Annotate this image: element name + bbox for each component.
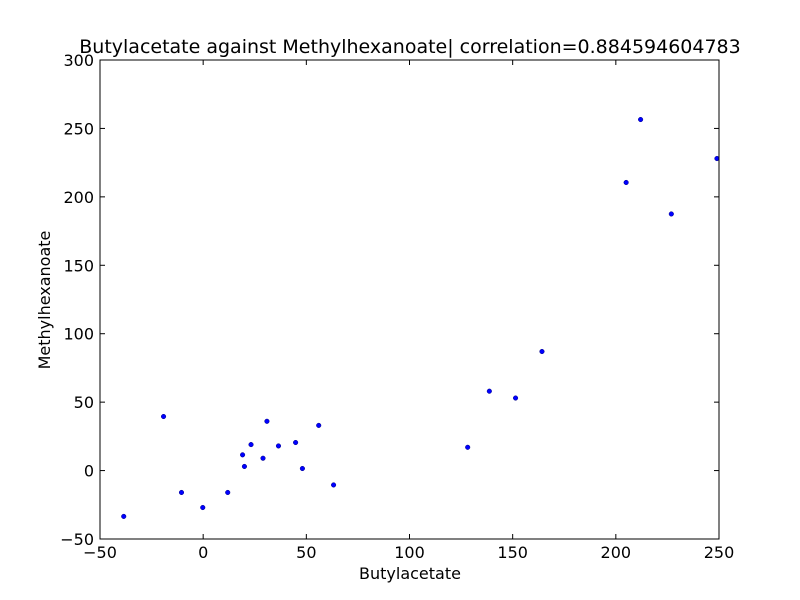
data-point-0-1 (161, 413, 167, 420)
data-point-0-2 (178, 489, 185, 496)
data-point-0-0 (121, 513, 127, 519)
data-point-0-9 (264, 418, 270, 424)
data-point-0-15 (465, 444, 471, 450)
data-point-0-14 (331, 482, 337, 488)
data-point-0-19 (623, 179, 629, 186)
data-point-0-8 (260, 455, 266, 461)
data-point-0-18 (539, 348, 545, 355)
x-tick-label-5: 200 (601, 543, 632, 562)
data-point-0-12 (299, 465, 305, 472)
plot-frame (99, 59, 720, 540)
y-axis-label: Methylhexanoate (35, 231, 54, 370)
data-point-0-13 (316, 422, 322, 428)
data-point-0-7 (248, 442, 254, 448)
data-point-0-10 (275, 443, 282, 449)
data-point-0-20 (638, 116, 644, 123)
x-tick-label-6: 250 (704, 543, 735, 562)
data-point-0-17 (513, 395, 519, 401)
data-point-0-16 (486, 388, 492, 394)
data-point-0-11 (293, 439, 299, 446)
data-point-0-3 (200, 504, 206, 511)
data-point-0-5 (240, 452, 246, 458)
data-point-0-21 (668, 211, 674, 217)
x-tick-label-0: −50 (83, 543, 117, 562)
x-axis-ticks: −50 0 50 100 150 200 250 (83, 60, 734, 562)
y-tick-label-3: 100 (63, 325, 94, 344)
x-tick-label-1: 0 (198, 543, 208, 562)
data-point-0-4 (225, 489, 231, 496)
y-tick-label-0: −50 (60, 530, 94, 549)
y-tick-label-7: 300 (63, 51, 94, 70)
y-tick-label-1: 0 (84, 462, 94, 481)
y-axis-ticks: −50 0 50 100 150 200 250 300 (60, 51, 719, 549)
y-tick-label-5: 200 (63, 188, 94, 207)
x-tick-label-2: 50 (296, 543, 316, 562)
x-tick-label-3: 100 (394, 543, 425, 562)
x-axis-label: Butylacetate (359, 564, 461, 583)
y-tick-label-6: 250 (63, 119, 94, 138)
y-tick-label-2: 50 (74, 393, 94, 412)
data-points (121, 116, 720, 519)
y-tick-label-4: 150 (63, 256, 94, 275)
chart-title: Butylacetate against Methylhexanoate| co… (79, 36, 740, 58)
x-tick-label-4: 150 (497, 543, 528, 562)
data-point-0-6 (241, 463, 247, 470)
